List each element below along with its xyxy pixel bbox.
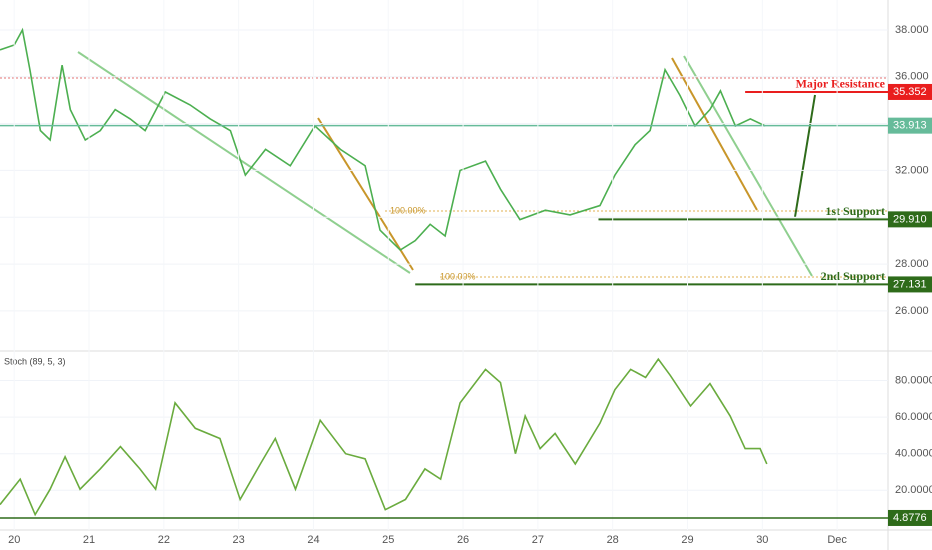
y-tick-label: 60.0000 <box>895 411 932 423</box>
x-tick-label: Dec <box>827 534 847 546</box>
x-tick-label: 27 <box>532 534 544 546</box>
x-tick-label: 25 <box>382 534 394 546</box>
level-name: Major Resistance <box>796 77 886 91</box>
x-tick-label: 26 <box>457 534 469 546</box>
price-label: 4.8776 <box>893 512 927 524</box>
price-label: 27.131 <box>893 278 927 290</box>
x-tick-label: 20 <box>8 534 20 546</box>
trend-arrow <box>683 55 813 277</box>
x-tick-label: 24 <box>307 534 319 546</box>
y-tick-label: 20.0000 <box>895 484 932 496</box>
y-tick-label: 32.000 <box>895 164 929 176</box>
y-tick-label: 26.000 <box>895 305 929 317</box>
x-tick-label: 22 <box>158 534 170 546</box>
price-label: 35.352 <box>893 86 927 98</box>
fib-label: 100.00% <box>390 205 426 215</box>
price-label-box <box>888 276 932 293</box>
level-name: 1st Support <box>825 204 885 218</box>
trend-arrow <box>671 57 758 211</box>
x-tick-label: 23 <box>233 534 245 546</box>
trend-arrow <box>77 51 411 274</box>
price-label-box <box>888 83 932 100</box>
x-tick-label: 29 <box>681 534 693 546</box>
trend-arrow <box>794 94 816 218</box>
x-tick-label: 21 <box>83 534 95 546</box>
x-tick-label: 28 <box>607 534 619 546</box>
price-label-box <box>888 211 932 228</box>
price-label: 29.910 <box>893 213 927 225</box>
price-label-box <box>888 509 932 526</box>
level-name: 2nd Support <box>821 269 885 283</box>
price-label-box <box>888 117 932 134</box>
y-tick-label: 36.000 <box>895 71 929 83</box>
indicator-title: Stoch (89, 5, 3) <box>4 356 66 366</box>
line-series <box>0 357 768 517</box>
y-tick-label: 40.0000 <box>895 448 932 460</box>
y-tick-label: 80.0000 <box>895 374 932 386</box>
fib-label: 100.00% <box>440 271 476 281</box>
y-tick-label: 38.000 <box>895 24 929 36</box>
y-tick-label: 28.000 <box>895 258 929 270</box>
line-series <box>0 27 766 252</box>
x-tick-label: 30 <box>756 534 768 546</box>
price-label: 33.913 <box>893 120 927 132</box>
drawings <box>0 51 888 278</box>
